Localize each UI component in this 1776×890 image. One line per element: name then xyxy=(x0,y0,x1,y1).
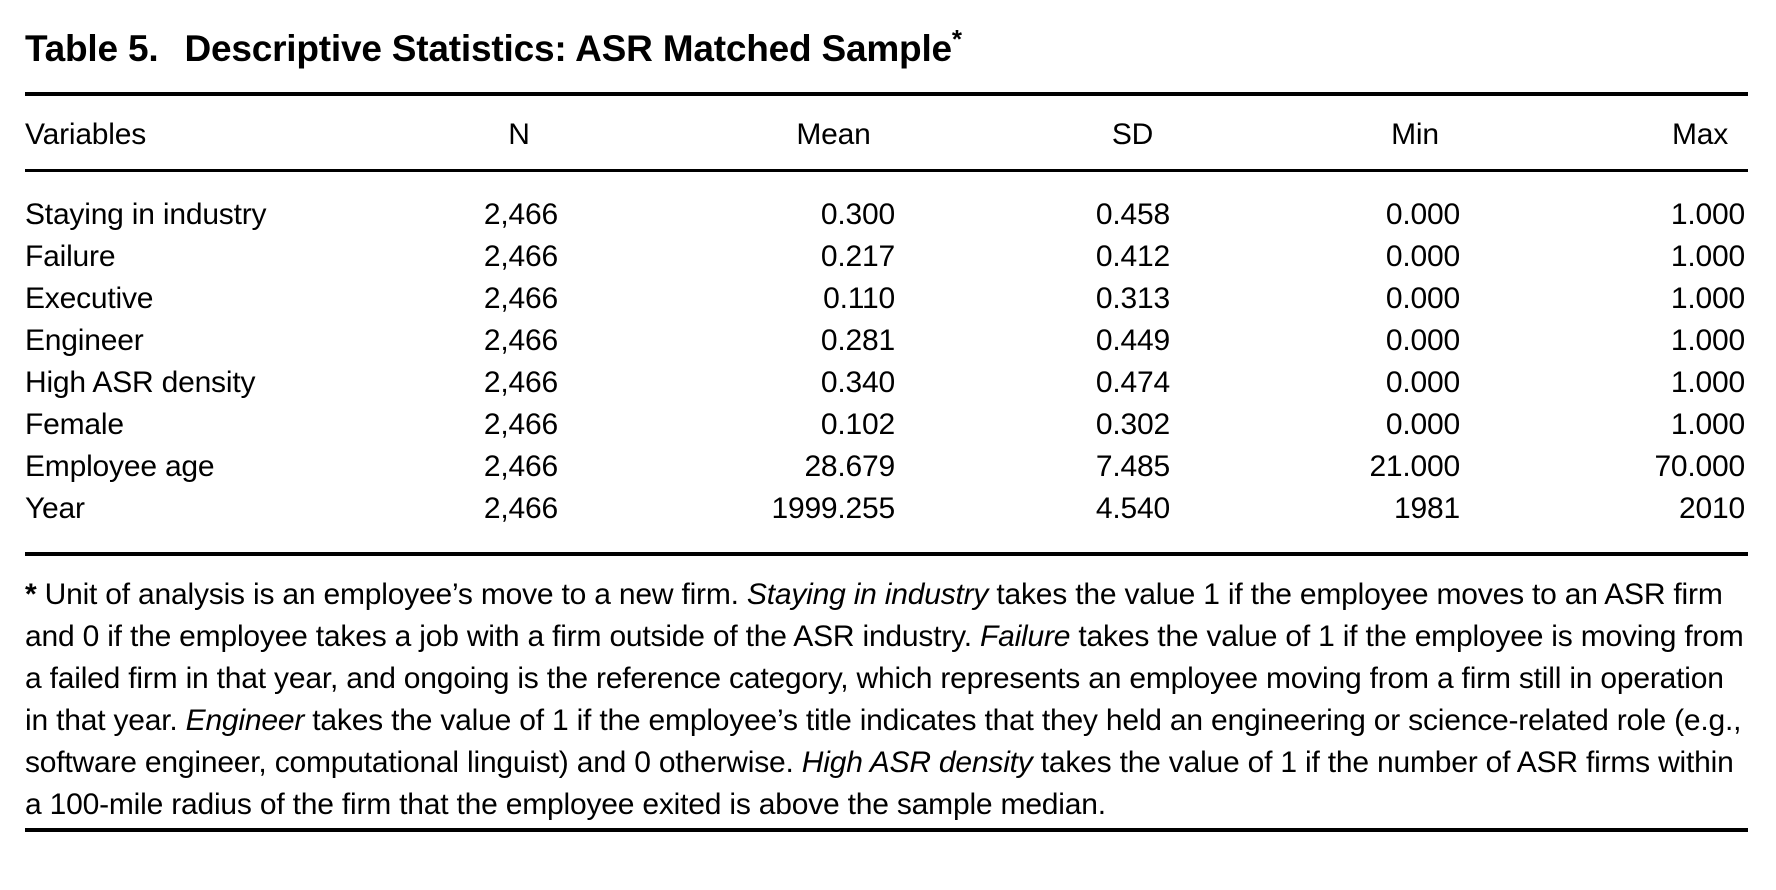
cell-variable: Female xyxy=(25,408,124,441)
cell-min: 0.000 xyxy=(1385,408,1460,441)
column-header-mean: Mean xyxy=(570,94,905,172)
cell-variable: Executive xyxy=(25,282,154,315)
variable-name-high-asr-density: High ASR density xyxy=(801,746,1033,779)
cell-min: 0.000 xyxy=(1385,240,1460,273)
cell-max: 1.000 xyxy=(1670,324,1745,357)
cell-n: 2,466 xyxy=(483,492,558,525)
descriptive-statistics-table: Variables N Mean SD Min Max Staying in i… xyxy=(25,92,1748,556)
cell-sd: 4.540 xyxy=(1095,492,1170,525)
footnote-text: Unit of analysis is an employee’s move t… xyxy=(36,578,747,611)
footnote-text: takes the value of 1 if the employee is … xyxy=(25,620,1744,737)
cell-min: 1981 xyxy=(1394,492,1460,525)
cell-mean: 0.110 xyxy=(823,282,895,315)
cell-variable: Employee age xyxy=(25,450,215,483)
column-header-sd: SD xyxy=(905,94,1175,172)
cell-mean: 0.217 xyxy=(820,240,895,273)
column-header-n: N xyxy=(375,94,570,172)
table-row: Failure 2,466 0.217 0.412 0.000 1.000 xyxy=(25,236,1748,278)
cell-variable: Staying in industry xyxy=(25,198,267,231)
cell-n: 2,466 xyxy=(483,366,558,399)
table-row: Employee age 2,466 28.679 7.485 21.000 7… xyxy=(25,446,1748,488)
column-header-max: Max xyxy=(1465,94,1748,172)
table-row: Staying in industry 2,466 0.300 0.458 0.… xyxy=(25,171,1748,237)
cell-variable: High ASR density xyxy=(25,366,256,399)
variable-name-staying-in-industry: Staying in industry xyxy=(746,578,989,611)
cell-min: 0.000 xyxy=(1385,282,1460,315)
cell-n: 2,466 xyxy=(483,240,558,273)
cell-sd: 0.313 xyxy=(1095,282,1170,315)
footnote-asterisk: * xyxy=(25,578,37,611)
table-footnote: * Unit of analysis is an employee’s move… xyxy=(25,574,1748,826)
table-title-text: Descriptive Statistics: ASR Matched Samp… xyxy=(184,28,952,69)
table-title: Table 5. Descriptive Statistics: ASR Matc… xyxy=(25,18,1748,70)
cell-sd: 0.302 xyxy=(1095,408,1170,441)
cell-max: 1.000 xyxy=(1670,240,1745,273)
cell-min: 0.000 xyxy=(1385,198,1460,231)
table-row: Executive 2,466 0.110 0.313 0.000 1.000 xyxy=(25,278,1748,320)
cell-mean: 0.340 xyxy=(820,366,895,399)
cell-max: 1.000 xyxy=(1670,366,1745,399)
table-title-asterisk: * xyxy=(951,24,962,54)
cell-mean: 1999.255 xyxy=(771,492,895,525)
cell-max: 70.000 xyxy=(1654,450,1745,483)
variable-name-failure: Failure xyxy=(979,620,1071,653)
table-row: Year 2,466 1999.255 4.540 1981 2010 xyxy=(25,488,1748,554)
table-row: Female 2,466 0.102 0.302 0.000 1.000 xyxy=(25,404,1748,446)
footnote-text: takes the value of 1 if the number of AS… xyxy=(25,746,1734,821)
variable-name-engineer: Engineer xyxy=(185,704,305,737)
table-header-row: Variables N Mean SD Min Max xyxy=(25,94,1748,172)
column-header-variables: Variables xyxy=(25,94,375,172)
cell-n: 2,466 xyxy=(483,450,558,483)
cell-max: 1.000 xyxy=(1670,198,1745,231)
cell-max: 1.000 xyxy=(1670,408,1745,441)
cell-variable: Year xyxy=(25,492,85,525)
cell-min: 0.000 xyxy=(1385,366,1460,399)
cell-mean: 0.281 xyxy=(820,324,895,357)
bottom-rule xyxy=(25,828,1748,832)
cell-sd: 0.412 xyxy=(1095,240,1170,273)
cell-sd: 0.449 xyxy=(1095,324,1170,357)
cell-max: 2010 xyxy=(1679,492,1745,525)
table-row: High ASR density 2,466 0.340 0.474 0.000… xyxy=(25,362,1748,404)
footnote-text: takes the value of 1 if the employee’s t… xyxy=(25,704,1742,779)
cell-mean: 28.679 xyxy=(804,450,895,483)
cell-min: 0.000 xyxy=(1385,324,1460,357)
footnote-text: takes the value 1 if the employee moves … xyxy=(25,578,1723,653)
cell-sd: 0.474 xyxy=(1095,366,1170,399)
cell-max: 1.000 xyxy=(1670,282,1745,315)
cell-mean: 0.300 xyxy=(820,198,895,231)
cell-mean: 0.102 xyxy=(820,408,895,441)
cell-n: 2,466 xyxy=(483,408,558,441)
cell-n: 2,466 xyxy=(483,198,558,231)
cell-variable: Failure xyxy=(25,240,116,273)
table-row: Engineer 2,466 0.281 0.449 0.000 1.000 xyxy=(25,320,1748,362)
table-number: Table 5. xyxy=(25,28,159,69)
column-header-min: Min xyxy=(1175,94,1465,172)
cell-sd: 0.458 xyxy=(1095,198,1170,231)
cell-n: 2,466 xyxy=(483,282,558,315)
cell-sd: 7.485 xyxy=(1095,450,1170,483)
cell-variable: Engineer xyxy=(25,324,144,357)
cell-n: 2,466 xyxy=(483,324,558,357)
cell-min: 21.000 xyxy=(1369,450,1460,483)
